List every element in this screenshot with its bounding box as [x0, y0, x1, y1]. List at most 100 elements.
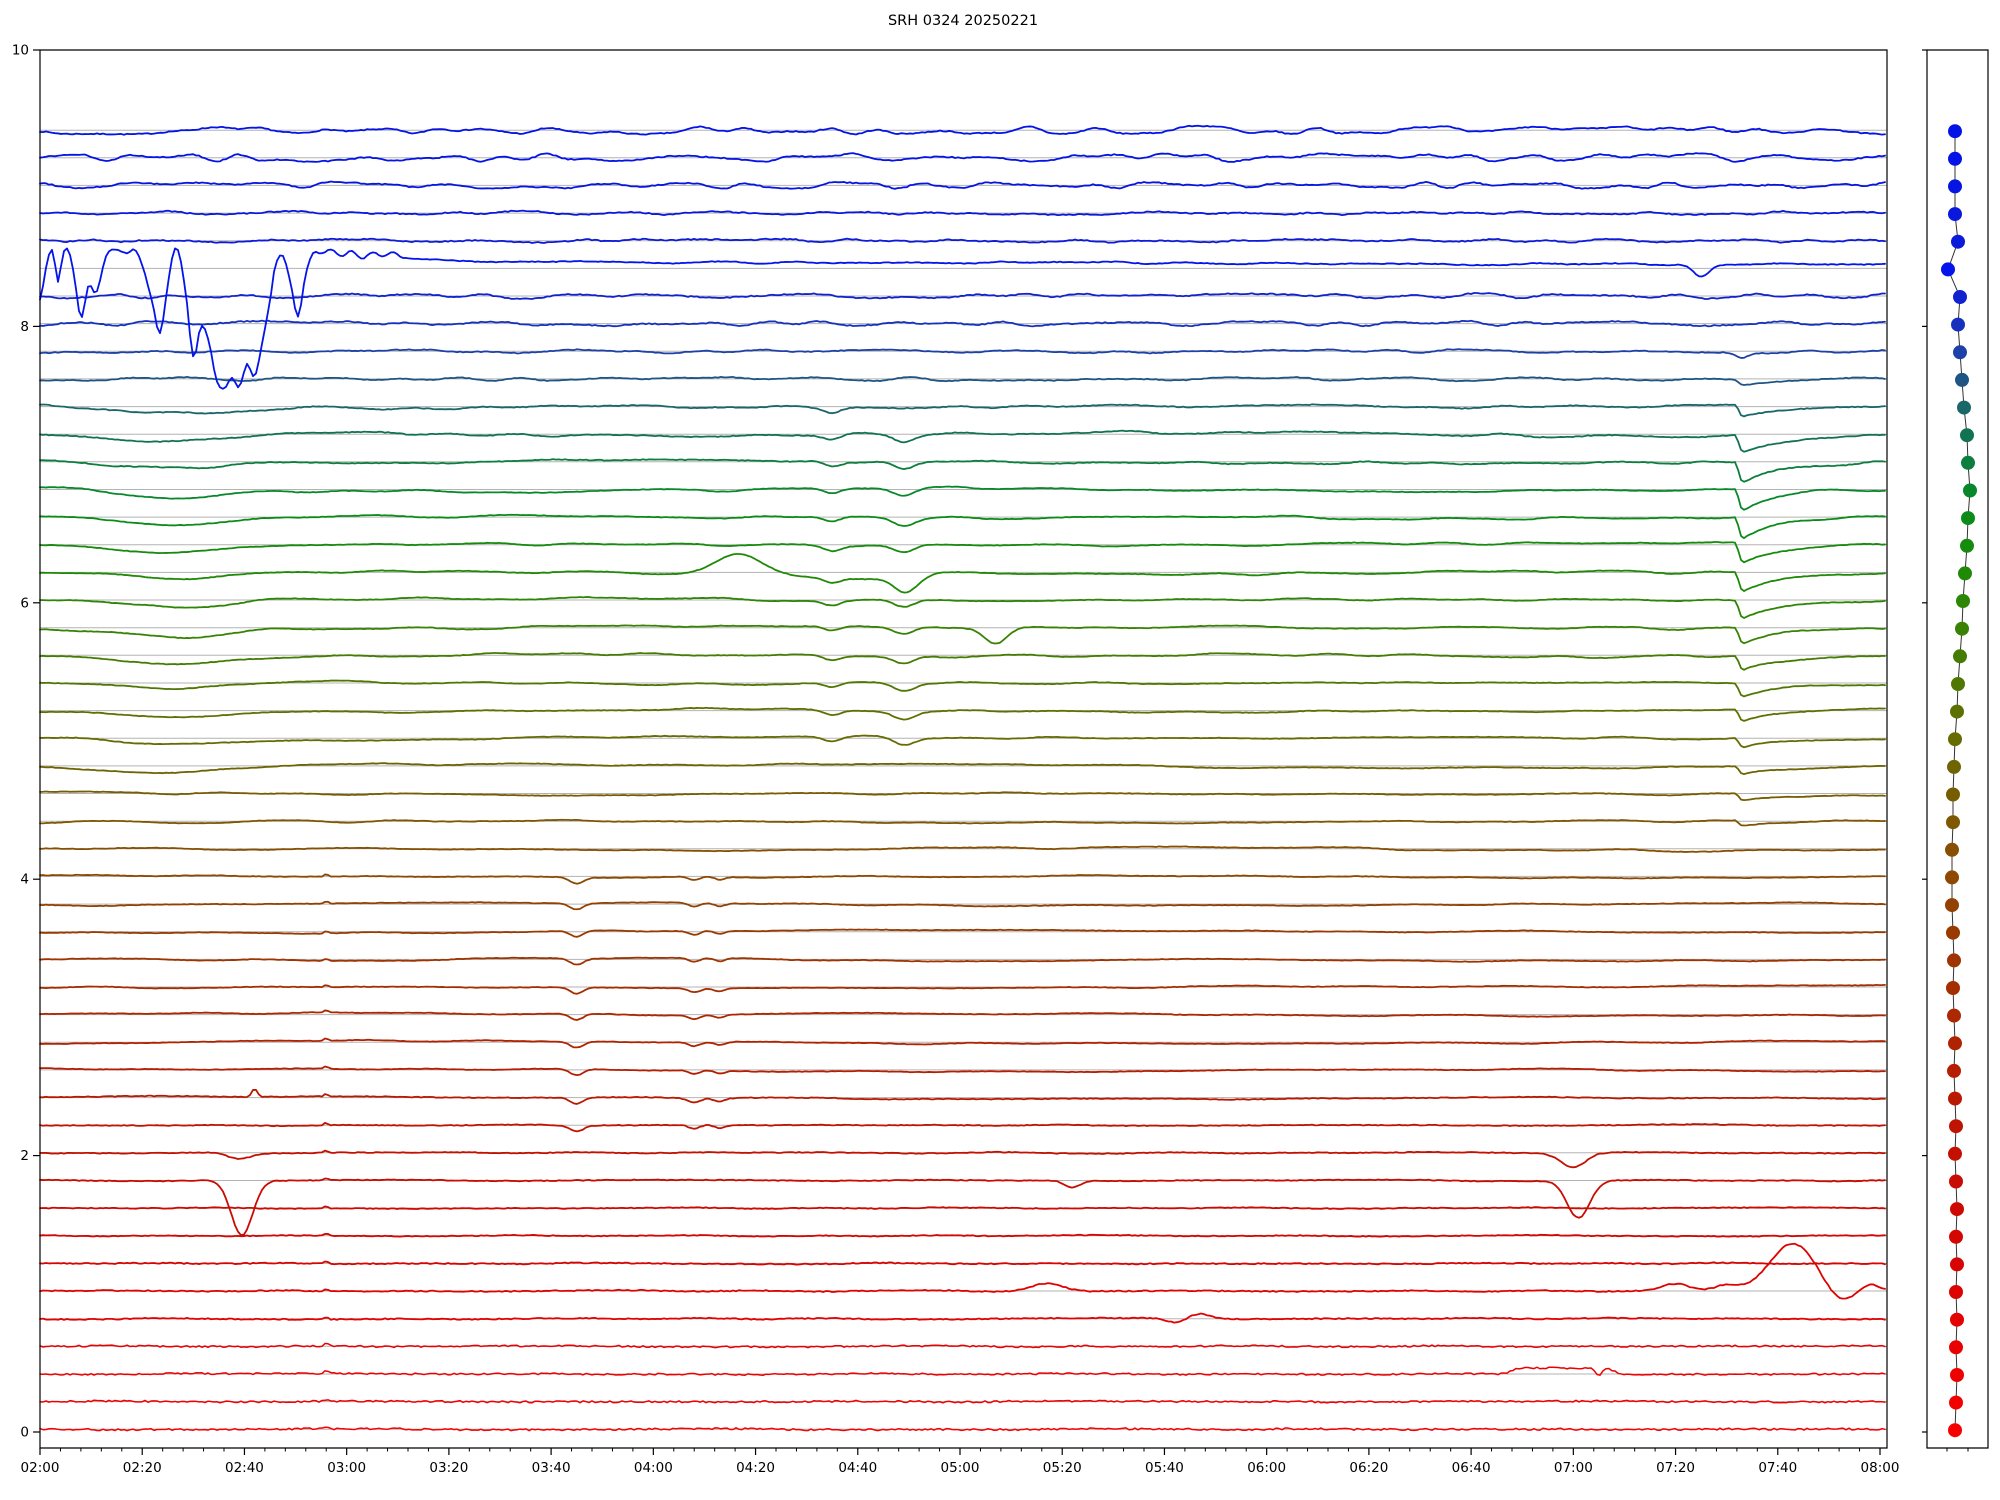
trace-line	[39, 790, 1886, 802]
frequency-dot	[1955, 372, 1969, 387]
trace-line	[39, 706, 1886, 722]
x-tick-label: 04:40	[838, 1460, 877, 1476]
y-tick-label: 2	[20, 1148, 29, 1164]
trace-line	[39, 679, 1886, 698]
frequency-dot	[1953, 290, 1967, 304]
x-tick-label: 02:20	[123, 1460, 162, 1476]
x-tick-label: 06:40	[1452, 1460, 1491, 1476]
trace-line	[39, 1009, 1886, 1021]
x-tick-label: 02:00	[21, 1460, 60, 1476]
frequency-dot	[1961, 455, 1975, 470]
frequency-dot	[1950, 1368, 1964, 1382]
frequency-dot	[1961, 511, 1975, 526]
x-tick-label: 05:00	[941, 1460, 980, 1476]
trace-line	[39, 403, 1886, 418]
y-tick-label: 4	[20, 872, 29, 888]
x-tick-label: 06:00	[1247, 1460, 1286, 1476]
frequency-dot	[1949, 1119, 1963, 1134]
frequency-dot	[1948, 179, 1962, 194]
x-tick-label: 06:20	[1349, 1460, 1388, 1476]
trace-line	[39, 873, 1886, 885]
frequency-dot	[1945, 870, 1959, 885]
trace-line	[39, 1399, 1886, 1404]
trace-line	[39, 541, 1886, 564]
frequency-dot	[1949, 1395, 1963, 1410]
trace-line	[39, 1232, 1886, 1238]
trace-line	[39, 762, 1886, 776]
frequency-dot	[1946, 815, 1960, 830]
x-tick-label: 05:40	[1145, 1460, 1184, 1476]
trace-line	[39, 1426, 1886, 1432]
trace-line	[39, 928, 1886, 938]
trace-line	[39, 375, 1886, 386]
trace-line	[39, 983, 1886, 995]
y-tick-label: 8	[20, 319, 29, 335]
trace-line	[39, 1089, 1886, 1105]
frequency-dot	[1949, 1174, 1963, 1189]
trace-line	[39, 1037, 1886, 1049]
trace-line	[39, 1312, 1886, 1324]
trace-line	[39, 900, 1886, 911]
trace-line	[39, 1366, 1886, 1377]
frequency-dot	[1948, 151, 1962, 166]
trace-line	[39, 485, 1886, 511]
trace-line	[39, 209, 1886, 217]
x-tick-label: 07:40	[1758, 1460, 1797, 1476]
trace-line	[39, 1342, 1886, 1349]
trace-line	[39, 124, 1886, 136]
trace-line	[39, 152, 1886, 163]
trace-line	[39, 180, 1886, 190]
trace-line	[39, 458, 1886, 483]
trace-line	[39, 553, 1886, 594]
trace-line	[39, 292, 1886, 300]
frequency-dot	[1948, 1146, 1962, 1161]
y-tick-label: 6	[20, 595, 29, 611]
x-tick-label: 03:20	[429, 1460, 468, 1476]
frequency-dot	[1958, 566, 1972, 581]
frequency-dot	[1953, 345, 1967, 360]
frequency-dot	[1946, 981, 1960, 995]
trace-line	[39, 845, 1886, 853]
trace-line	[39, 624, 1886, 645]
frequency-dot	[1948, 1036, 1962, 1051]
frequency-dot	[1947, 1008, 1961, 1023]
frequency-dot	[1951, 234, 1965, 249]
frequency-dot	[1953, 649, 1967, 664]
x-tick-label: 08:00	[1861, 1460, 1900, 1476]
frequency-dot	[1950, 1312, 1964, 1327]
frequency-dot	[1948, 1091, 1962, 1106]
x-tick-label: 04:00	[634, 1460, 673, 1476]
frequency-dot	[1950, 704, 1964, 719]
trace-line	[39, 237, 1886, 244]
trace-line	[39, 247, 1886, 390]
frequency-dot	[1951, 317, 1965, 332]
trace-line	[39, 348, 1886, 359]
frequency-dot	[1947, 1063, 1961, 1078]
y-tick-label: 0	[20, 1425, 29, 1441]
frequency-dot	[1956, 594, 1970, 608]
trace-line	[39, 513, 1886, 540]
right-panel-border	[1926, 49, 1989, 1449]
frequency-dot	[1948, 732, 1962, 747]
trace-line	[39, 1205, 1886, 1210]
frequency-dot	[1947, 953, 1961, 968]
frequency-dot	[1960, 428, 1974, 443]
y-tick-label: 10	[12, 43, 29, 59]
trace-line	[39, 596, 1886, 619]
x-tick-label: 02:40	[225, 1460, 264, 1476]
trace-line	[39, 652, 1886, 671]
frequency-dot	[1948, 124, 1962, 139]
frequency-dot	[1946, 925, 1960, 940]
frequency-dot	[1963, 483, 1977, 498]
frequency-dot	[1955, 621, 1969, 636]
trace-line	[39, 818, 1886, 827]
frequency-dot	[1949, 1229, 1963, 1244]
frequency-dot	[1946, 787, 1960, 802]
frequency-dot	[1941, 262, 1955, 277]
frequency-dot	[1950, 1257, 1964, 1272]
trace-line	[39, 1260, 1886, 1266]
trace-line	[39, 1177, 1886, 1237]
frequency-dot	[1949, 1285, 1963, 1299]
